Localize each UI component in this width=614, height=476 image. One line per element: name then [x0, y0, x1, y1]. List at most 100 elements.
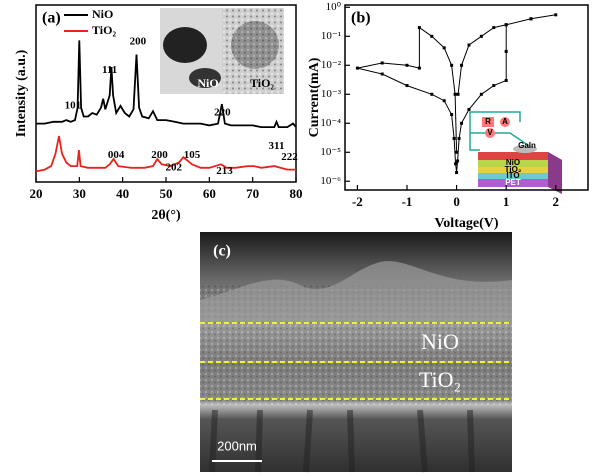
peak-label: 200 [151, 149, 168, 161]
data-point [430, 92, 434, 96]
x-tick-label: -1 [402, 194, 413, 209]
inset-label: A [502, 117, 508, 126]
series-line [357, 14, 556, 173]
legend-label: NiO [92, 7, 113, 21]
data-point [554, 13, 558, 17]
data-point [405, 63, 409, 67]
peak-label: 222 [281, 151, 298, 163]
x-tick-label: 70 [246, 186, 259, 201]
data-point [450, 113, 454, 117]
sem-surface [200, 261, 512, 322]
y-tick-label: 10⁻¹ [321, 30, 341, 42]
data-point [417, 66, 421, 70]
inset-label: R [485, 117, 491, 126]
y-tick-label: 10⁻² [321, 59, 342, 71]
panel-label: (a) [42, 10, 61, 27]
inset-label: TiO₂ [505, 165, 522, 174]
data-point [479, 34, 483, 38]
device-inset [469, 111, 562, 194]
inset-label: PET [505, 178, 521, 187]
data-point [456, 92, 460, 96]
series-line [36, 40, 297, 128]
data-point [442, 99, 446, 103]
x-tick-label: 60 [203, 186, 216, 201]
inset-image [222, 8, 284, 94]
inset-image [189, 68, 221, 88]
x-tick-label: -2 [352, 194, 363, 209]
data-point [529, 17, 533, 21]
panel-label: (c) [213, 243, 231, 260]
y-tick-label: 10⁻⁵ [320, 146, 341, 158]
data-point [380, 61, 384, 65]
data-point [460, 121, 464, 125]
inset-label: NiO [197, 76, 218, 90]
data-point [457, 136, 461, 140]
layer-label: TiO₂ [419, 367, 461, 392]
data-point [450, 63, 454, 67]
panel-label: (b) [351, 10, 371, 27]
peak-label: 105 [184, 149, 201, 161]
inset-label: V [487, 128, 493, 137]
x-tick-label: 80 [290, 186, 303, 201]
data-point [453, 92, 457, 96]
y-tick-label: 10⁻³ [321, 88, 342, 100]
inset-label: TiO₂ [250, 76, 274, 90]
peak-label: 101 [65, 99, 82, 111]
inset-label: ITO [506, 171, 519, 180]
x-tick-label: 20 [30, 186, 43, 201]
x-tick-label: 50 [160, 186, 173, 201]
inset-label: GaIn [518, 141, 536, 150]
data-point [430, 34, 434, 38]
inset-image [163, 27, 207, 63]
data-point [504, 23, 508, 27]
layer-label: NiO [421, 329, 459, 354]
peak-label: 220 [214, 107, 231, 119]
resistor [482, 117, 494, 127]
inset-label: NiO [506, 158, 520, 167]
data-point [452, 136, 456, 140]
data-point [355, 66, 359, 70]
y-tick-label: 10⁻⁴ [320, 117, 341, 129]
y-tick-label: 10⁻⁶ [320, 175, 341, 187]
peak-label: 202 [166, 161, 183, 173]
plot-frame [344, 4, 589, 191]
data-point [455, 171, 459, 175]
series-line [35, 135, 296, 173]
data-point [479, 92, 483, 96]
data-point [504, 49, 508, 53]
data-point [455, 150, 459, 154]
data-point [492, 84, 496, 88]
data-point [492, 26, 496, 30]
peak-label: 311 [269, 140, 285, 152]
layer-boundary [200, 322, 512, 400]
data-point [467, 107, 471, 111]
data-point [405, 84, 409, 88]
data-point [456, 159, 460, 163]
x-tick-label: 40 [116, 186, 129, 201]
x-axis-label: Voltage(V) [434, 216, 498, 231]
peak-label: 213 [216, 165, 233, 177]
data-point [454, 162, 458, 166]
x-tick-label: 2 [553, 194, 560, 209]
data-point [467, 43, 471, 47]
legend-label: TiO₂ [92, 23, 116, 37]
x-tick-label: 30 [73, 186, 86, 201]
data-point [442, 46, 446, 50]
scale-bar-label: 200nm [217, 438, 257, 453]
voltmeter [485, 128, 495, 138]
data-point [504, 78, 508, 82]
data-point [460, 63, 464, 67]
x-axis-label: 2θ(°) [151, 208, 181, 223]
peak-label: 004 [108, 149, 125, 161]
y-tick-label: 10⁰ [326, 1, 342, 13]
y-axis-label: Intensity (a.u.) [14, 49, 29, 137]
peak-label: 200 [130, 36, 147, 48]
data-point [417, 26, 421, 30]
y-axis-label: Current(mA) [307, 57, 322, 137]
ammeter [500, 117, 510, 127]
peak-label: 111 [102, 64, 117, 76]
data-point [380, 72, 384, 76]
x-tick-label: 0 [453, 194, 460, 209]
x-tick-label: 1 [503, 194, 510, 209]
